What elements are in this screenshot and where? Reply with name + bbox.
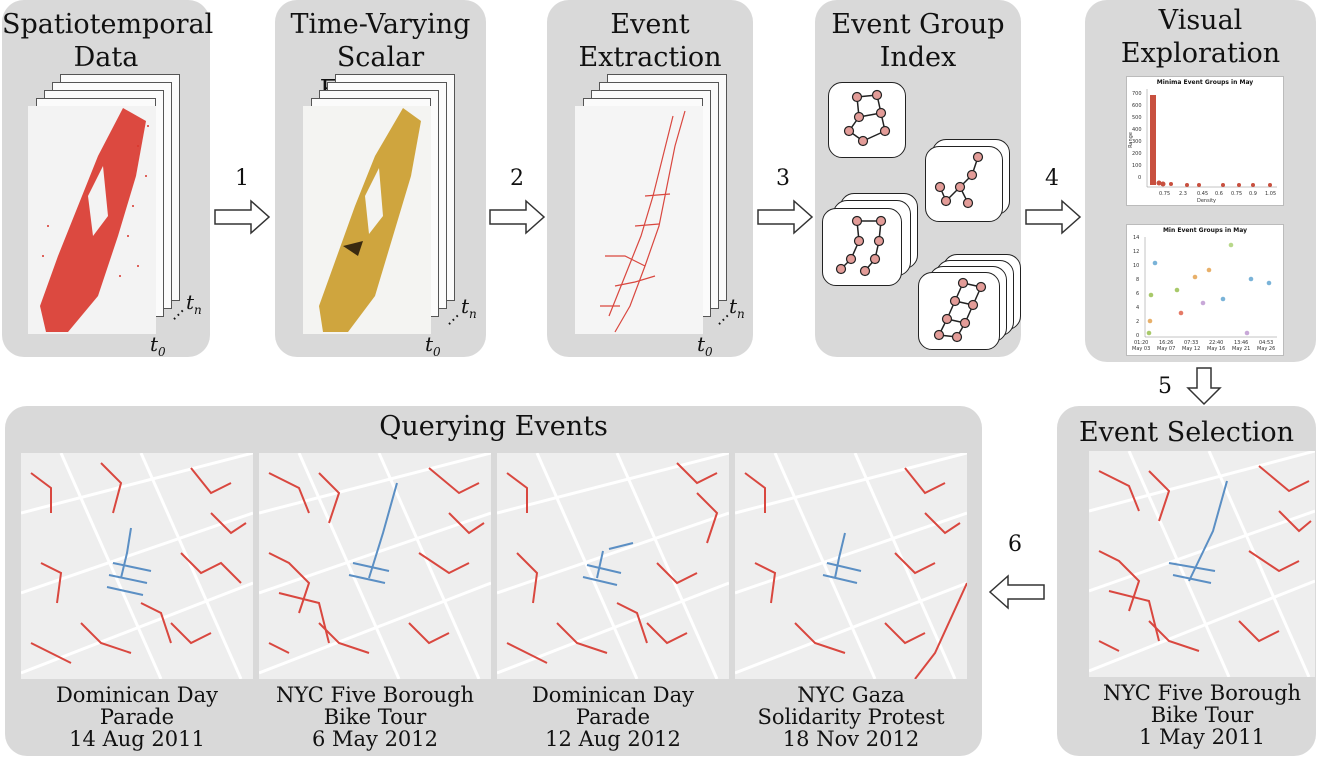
x-tick: 16:26 May 07 — [1157, 340, 1176, 352]
street-map — [497, 453, 729, 679]
street-map — [735, 453, 967, 679]
querying-events-panel: Querying Events Dominican Day Parade 14 … — [5, 406, 982, 756]
arrow-right-icon — [489, 199, 546, 235]
query-caption: Dominican Day Parade 14 Aug 2011 — [55, 683, 219, 751]
y-tick: 400 — [1132, 127, 1142, 133]
y-tick: 500 — [1132, 115, 1142, 121]
y-tick: 6 — [1136, 291, 1140, 297]
y-tick: 700 — [1132, 91, 1142, 97]
step-4-label: 4 — [1045, 166, 1059, 191]
panel-title: Querying Events — [379, 411, 608, 442]
query-caption: Dominican Day Parade 12 Aug 2012 — [531, 683, 695, 751]
y-tick: 0 — [1136, 333, 1140, 339]
x-tick: 22:40 May 16 — [1207, 340, 1226, 352]
y-tick: 200 — [1132, 151, 1142, 157]
y-tick: 4 — [1136, 305, 1140, 311]
panel-title: Event Group Index — [831, 9, 1005, 73]
selected-event-map — [1089, 451, 1315, 677]
minima-density-chart: Minima Event Groups in May Range Density… — [1126, 76, 1284, 206]
min-event-groups-timeline-chart: Min Event Groups in May 14 12 10 8 6 4 2… — [1126, 224, 1284, 356]
x-tick: 2.3 — [1179, 191, 1187, 197]
tn-label: tn — [186, 290, 202, 317]
scalar-function-panel: Time-Varying Scalar Function t0 tn ⋯ — [275, 0, 486, 359]
street-map — [21, 453, 253, 679]
t0-label: t0 — [697, 332, 713, 359]
arrow-down-icon — [1186, 367, 1222, 406]
y-tick: 0 — [1138, 175, 1142, 181]
step-2-label: 2 — [510, 166, 524, 191]
query-caption: NYC Gaza Solidarity Protest 18 Nov 2012 — [757, 683, 945, 751]
y-tick: 10 — [1133, 263, 1140, 269]
query-caption: NYC Five Borough Bike Tour 6 May 2012 — [275, 683, 475, 751]
event-group-card — [828, 82, 906, 158]
arrow-right-icon — [1025, 199, 1082, 235]
arrow-left-icon — [988, 574, 1045, 610]
x-tick: 13:46 May 21 — [1232, 340, 1251, 352]
event-graph — [934, 151, 984, 209]
x-tick: 0.9 — [1249, 191, 1257, 197]
event-graph — [835, 215, 887, 277]
scatter-plot — [1146, 89, 1277, 188]
y-tick: 8 — [1136, 277, 1140, 283]
query-result-map — [735, 453, 967, 679]
query-result-map — [259, 453, 491, 679]
step-5-label: 5 — [1158, 374, 1172, 399]
y-tick: 600 — [1132, 103, 1142, 109]
tn-label: tn — [461, 294, 477, 321]
y-tick: 300 — [1132, 139, 1142, 145]
chart-title: Minima Event Groups in May — [1156, 79, 1254, 86]
arrow-right-icon — [757, 199, 814, 235]
event-group-card — [822, 208, 902, 286]
selection-caption: NYC Five Borough Bike Tour 1 May 2011 — [1102, 681, 1302, 749]
x-tick: 04:53 May 26 — [1257, 340, 1276, 352]
event-extraction-panel: Event Extraction t0 tn ⋯ — [547, 0, 753, 359]
y-tick: 12 — [1133, 249, 1140, 255]
scalar-field-map — [303, 106, 431, 334]
event-edges-map — [575, 106, 703, 334]
x-tick: 0.6 — [1215, 191, 1223, 197]
spatiotemporal-map — [28, 106, 156, 334]
visual-exploration-panel: Visual Exploration Minima Event Groups i… — [1085, 0, 1316, 362]
y-tick: 100 — [1132, 163, 1142, 169]
event-graph — [843, 89, 891, 147]
step-1-label: 1 — [235, 166, 249, 191]
y-tick: 2 — [1136, 319, 1140, 325]
street-map — [1089, 451, 1315, 677]
event-group-card — [918, 272, 1000, 350]
panel-title: Visual Exploration — [1120, 5, 1281, 69]
x-tick: 0.75 — [1231, 191, 1243, 197]
chart-title: Min Event Groups in May — [1162, 227, 1248, 234]
x-tick: 1.05 — [1265, 191, 1277, 197]
t0-label: t0 — [150, 332, 166, 359]
step-3-label: 3 — [776, 166, 790, 191]
street-map — [259, 453, 491, 679]
taxi-points-map — [28, 106, 156, 334]
spatiotemporal-data-panel: Spatiotemporal Data t0 tn ⋯ — [2, 0, 214, 359]
x-tick: 0.45 — [1197, 191, 1209, 197]
scalar-heat-map — [303, 106, 431, 334]
panel-title: Spatiotemporal Data — [2, 9, 214, 73]
x-tick: 07:33 May 12 — [1182, 340, 1201, 352]
timeline-scatter — [1144, 237, 1277, 338]
x-tick: 01:20 May 03 — [1132, 340, 1151, 352]
tn-label: tn — [729, 294, 745, 321]
query-result-map — [21, 453, 253, 679]
x-axis-title: Density — [1197, 198, 1217, 204]
event-group-card — [925, 146, 1003, 222]
y-tick: 14 — [1133, 235, 1140, 241]
arrow-right-icon — [214, 199, 271, 235]
step-6-label: 6 — [1008, 532, 1022, 557]
x-tick: 0.75 — [1159, 191, 1171, 197]
panel-title: Event Selection — [1078, 417, 1295, 448]
event-group-index-panel: Event Group Index — [815, 0, 1021, 357]
query-result-map — [497, 453, 729, 679]
event-graph — [933, 277, 987, 343]
extracted-events-map — [575, 106, 703, 334]
t0-label: t0 — [425, 332, 441, 359]
event-selection-panel: Event Selection NYC Five Borough Bike To… — [1057, 406, 1316, 756]
panel-title: Event Extraction — [578, 9, 722, 73]
